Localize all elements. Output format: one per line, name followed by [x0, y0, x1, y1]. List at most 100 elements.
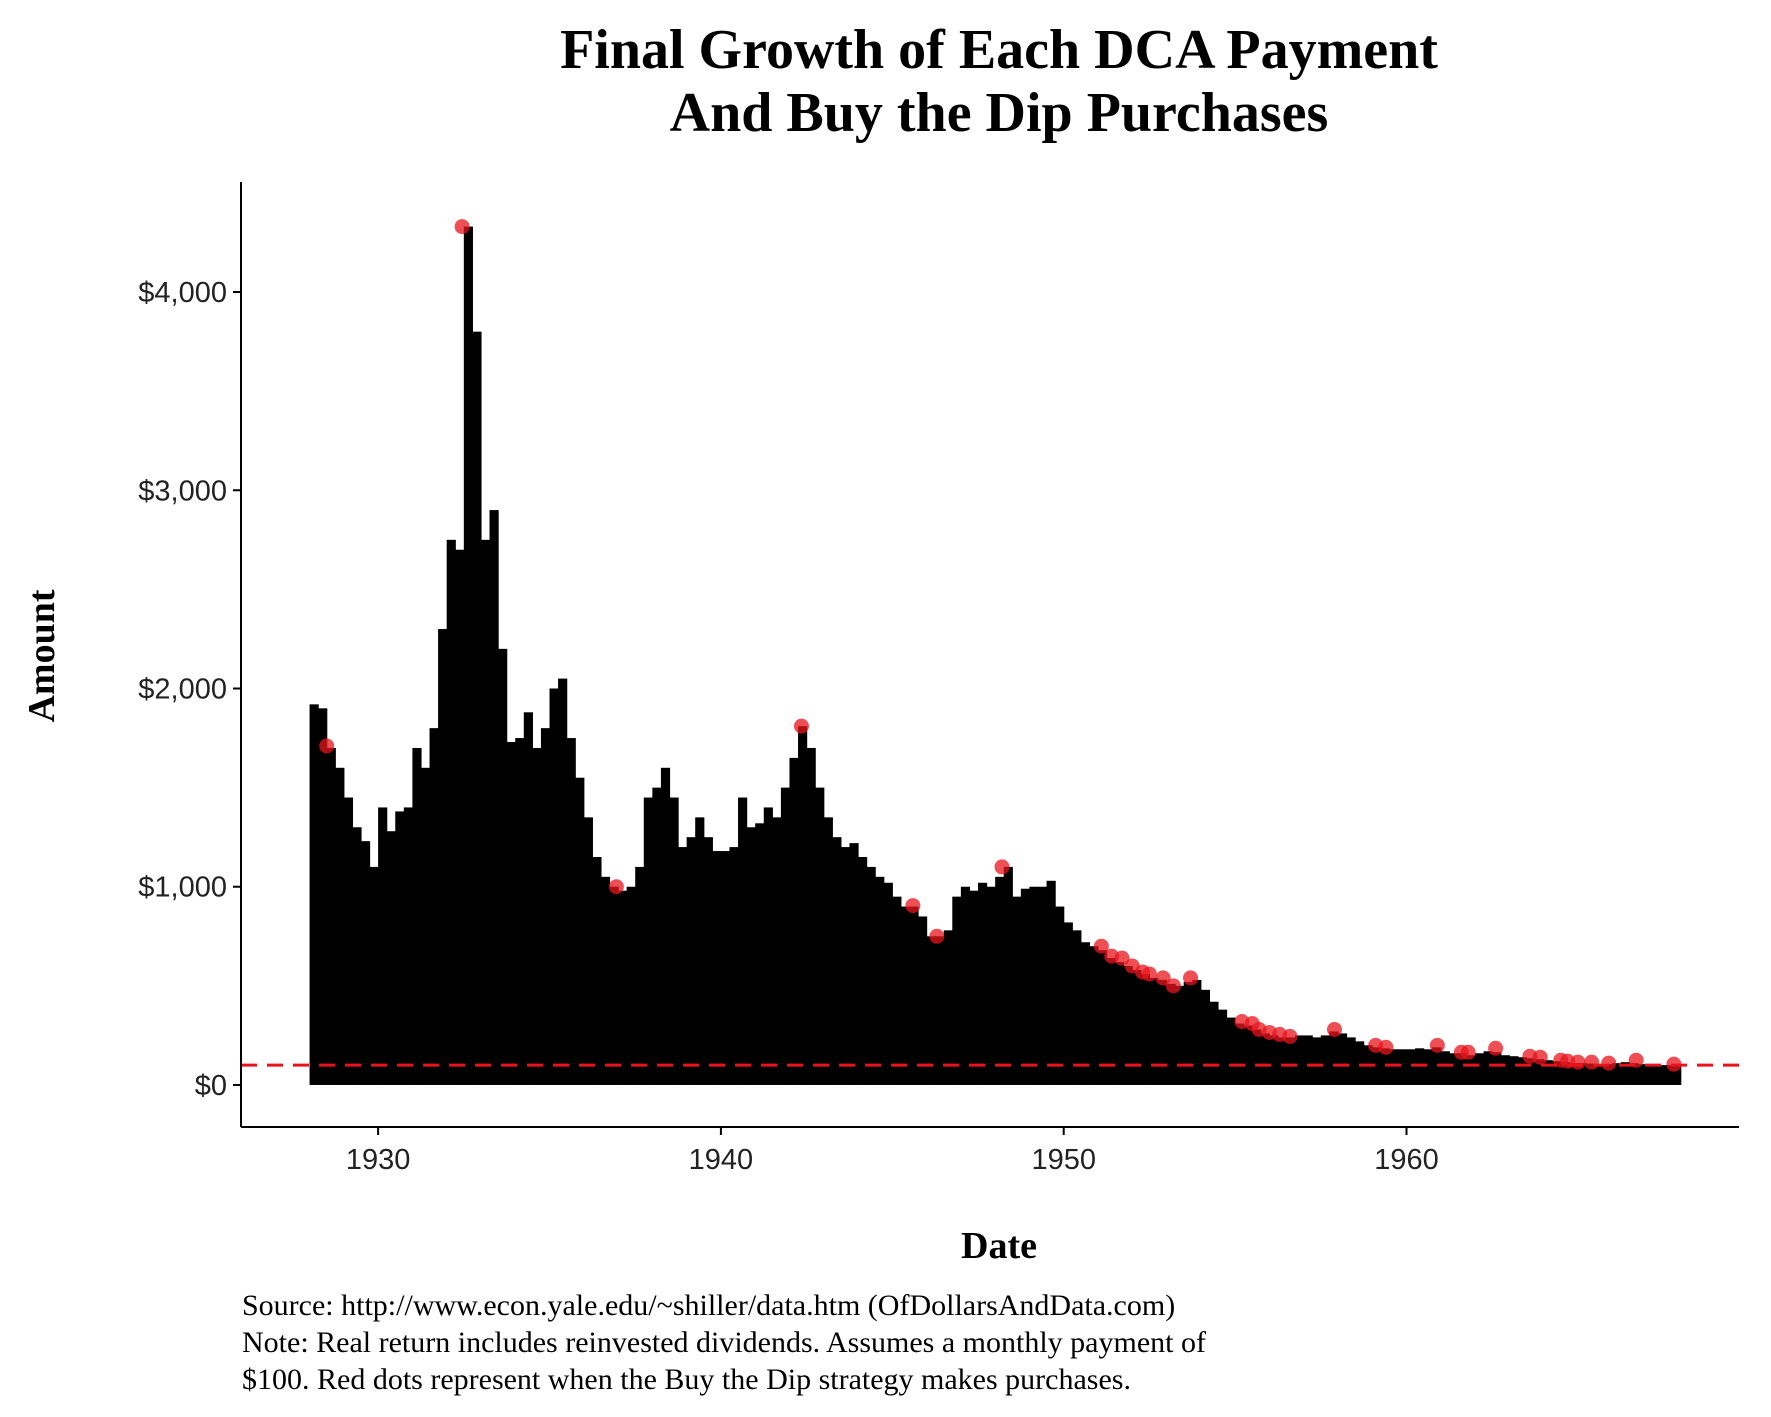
- bar: [1535, 1059, 1545, 1085]
- bar: [1329, 1031, 1339, 1085]
- buy-dip-dot: [319, 738, 335, 754]
- bar: [798, 726, 808, 1085]
- bar: [1612, 1063, 1622, 1085]
- chart-title: And Buy the Dip Purchases: [670, 82, 1329, 144]
- buy-dip-dot: [1488, 1040, 1504, 1056]
- caption: $100. Red dots represent when the Buy th…: [242, 1363, 1131, 1396]
- bar: [943, 930, 953, 1085]
- buy-dip-dot: [1628, 1052, 1644, 1068]
- buy-dip-dot: [1460, 1044, 1476, 1060]
- buy-dip-dot: [1183, 970, 1199, 986]
- bar: [1629, 1063, 1639, 1085]
- bar: [840, 847, 851, 1085]
- bar: [1500, 1055, 1510, 1085]
- bar: [515, 738, 525, 1085]
- bar: [1372, 1047, 1382, 1085]
- bar: [429, 728, 439, 1085]
- bar: [1397, 1049, 1408, 1085]
- bar: [1020, 888, 1031, 1085]
- bar: [412, 747, 422, 1085]
- bar: [892, 896, 902, 1085]
- bar: [712, 851, 722, 1085]
- bar: [986, 886, 996, 1085]
- bar: [352, 827, 362, 1085]
- bar: [1277, 1037, 1288, 1085]
- bar: [703, 837, 713, 1085]
- bar: [738, 797, 748, 1085]
- bar: [1466, 1055, 1476, 1085]
- buy-dip-dot: [905, 898, 921, 914]
- bar: [883, 882, 893, 1085]
- bar: [369, 866, 379, 1085]
- bar: [1552, 1061, 1562, 1085]
- bar: [1286, 1037, 1296, 1085]
- buy-dip-dot: [454, 219, 470, 235]
- buy-dip-dot: [1378, 1039, 1394, 1055]
- bar: [1432, 1047, 1442, 1085]
- bar: [1243, 1025, 1253, 1085]
- bar: [1140, 973, 1150, 1085]
- buy-dip-dot: [1327, 1021, 1343, 1037]
- bar: [1192, 979, 1202, 1085]
- bar: [532, 747, 542, 1085]
- bar: [1046, 880, 1056, 1085]
- bar: [575, 777, 585, 1085]
- bar: [652, 787, 662, 1085]
- bar: [643, 797, 653, 1085]
- bar: [583, 817, 593, 1085]
- bar: [489, 510, 499, 1085]
- bar: [1003, 866, 1013, 1085]
- bar: [600, 876, 611, 1085]
- bar: [720, 851, 731, 1085]
- buy-dip-dot: [1429, 1037, 1445, 1053]
- bar: [1637, 1064, 1648, 1085]
- buy-dip-dot: [1165, 978, 1181, 994]
- buy-dip-dot: [1114, 950, 1130, 966]
- bar: [1620, 1062, 1630, 1085]
- bar: [858, 857, 868, 1085]
- bar: [1646, 1065, 1656, 1085]
- caption: Source: http://www.econ.yale.edu/~shille…: [242, 1289, 1175, 1322]
- caption: Note: Real return includes reinvested di…: [242, 1326, 1206, 1359]
- x-tick-label: 1960: [1374, 1144, 1439, 1176]
- bar: [558, 678, 568, 1085]
- bar: [1603, 1064, 1613, 1085]
- bar: [1072, 930, 1082, 1085]
- bar: [1560, 1062, 1570, 1085]
- bar: [755, 823, 765, 1085]
- buy-dip-dot: [1666, 1056, 1682, 1072]
- bar: [686, 837, 696, 1085]
- bar: [832, 837, 842, 1085]
- bar: [420, 767, 431, 1085]
- y-tick-label: $4,000: [138, 277, 227, 309]
- bar: [1663, 1065, 1673, 1085]
- bar: [669, 797, 679, 1085]
- y-tick-label: $0: [195, 1070, 227, 1102]
- bar: [1149, 977, 1159, 1085]
- y-axis-label: Amount: [21, 589, 63, 722]
- bar: [1209, 1001, 1219, 1085]
- bar: [395, 811, 405, 1085]
- bar: [995, 876, 1005, 1085]
- bar: [309, 704, 319, 1085]
- bar: [1577, 1063, 1588, 1085]
- bar: [480, 539, 491, 1085]
- y-tick-label: $3,000: [138, 475, 227, 507]
- bar: [1475, 1053, 1485, 1085]
- bar: [1543, 1060, 1553, 1085]
- buy-dip-dot: [1155, 970, 1171, 986]
- bar: [1337, 1033, 1348, 1085]
- bar: [566, 738, 576, 1085]
- bar: [1106, 958, 1116, 1085]
- bar: [506, 742, 516, 1085]
- bar: [1586, 1063, 1596, 1085]
- bar: [472, 331, 482, 1085]
- bar: [780, 787, 791, 1085]
- bar: [523, 712, 533, 1085]
- bar: [909, 906, 919, 1085]
- buy-dip-dot: [1601, 1055, 1617, 1071]
- bar: [918, 916, 928, 1085]
- bar: [1355, 1041, 1365, 1085]
- bar: [806, 747, 816, 1085]
